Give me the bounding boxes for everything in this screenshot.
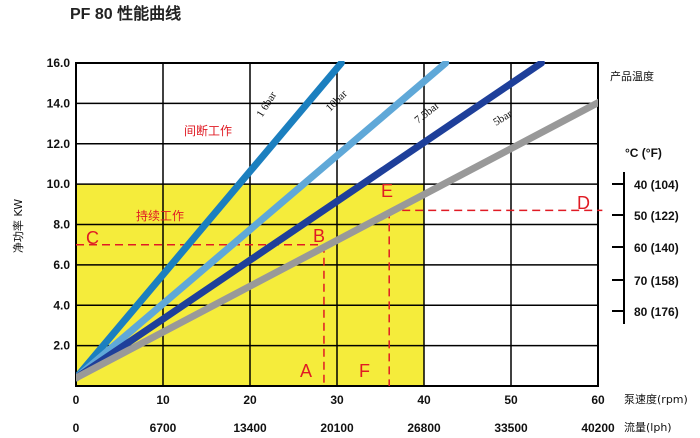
marker-d: D bbox=[577, 193, 590, 213]
zone-label-continuous: 持续工作 bbox=[136, 208, 184, 223]
x2-axis-label: 流量(lph) bbox=[624, 420, 672, 434]
y-tick-label: 2.0 bbox=[53, 339, 70, 353]
temp-label: 70 (158) bbox=[634, 274, 679, 288]
zone-label-intermittent: 间断工作 bbox=[184, 123, 232, 138]
series-group bbox=[76, 61, 598, 382]
series-line bbox=[76, 61, 450, 382]
series-line bbox=[76, 98, 598, 382]
chart-title: PF 80 性能曲线 bbox=[70, 4, 181, 23]
temp-header: °C (°F) bbox=[625, 146, 662, 160]
y-tick-label: 4.0 bbox=[53, 298, 70, 312]
y-tick-label: 6.0 bbox=[53, 258, 70, 272]
x2-tick-label: 26800 bbox=[407, 421, 441, 435]
x2-tick-label: 40200 bbox=[581, 421, 615, 435]
temp-label: 60 (140) bbox=[634, 241, 679, 255]
x2-tick-label: 13400 bbox=[233, 421, 267, 435]
right-title: 产品温度 bbox=[610, 69, 654, 83]
x-tick-label: 10 bbox=[156, 393, 170, 407]
marker-b: B bbox=[313, 226, 325, 246]
x2-tick-label: 33500 bbox=[494, 421, 528, 435]
x-tick-label: 40 bbox=[417, 393, 431, 407]
series-label: 1 6bar bbox=[254, 89, 279, 119]
x-axis-label: 泵速度(rpm) bbox=[624, 392, 688, 406]
marker-a: A bbox=[300, 361, 312, 381]
y-tick-label: 12.0 bbox=[47, 137, 71, 151]
x2-tick-label: 6700 bbox=[150, 421, 177, 435]
y-tick-label: 16.0 bbox=[47, 56, 71, 70]
marker-e: E bbox=[381, 181, 393, 201]
marker-c: C bbox=[86, 228, 99, 248]
x-tick-label: 20 bbox=[243, 393, 257, 407]
marker-f: F bbox=[359, 361, 370, 381]
x-tick-label: 0 bbox=[73, 393, 80, 407]
y-tick-label: 14.0 bbox=[47, 96, 71, 110]
axis-labels: 2.0 4.0 6.0 8.0 10.0 12.0 14.0 16.0 0 10 20 30 40 50 6… bbox=[11, 56, 688, 435]
y-tick-label: 10.0 bbox=[47, 177, 71, 191]
x-tick-label: 30 bbox=[330, 393, 344, 407]
temp-label: 40 (104) bbox=[634, 178, 679, 192]
x-tick-label: 60 bbox=[591, 393, 605, 407]
series-line bbox=[76, 61, 345, 382]
temperature-scale: °C (°F) 40 (104) 50 (122) 60 (140) 70 (158) 8… bbox=[612, 146, 679, 324]
x2-tick-label: 20100 bbox=[320, 421, 354, 435]
temp-label: 50 (122) bbox=[634, 209, 679, 223]
x2-tick-label: 0 bbox=[73, 421, 80, 435]
x-tick-label: 50 bbox=[504, 393, 518, 407]
temp-label: 80 (176) bbox=[634, 305, 679, 319]
series-line bbox=[76, 61, 545, 382]
y-tick-label: 8.0 bbox=[53, 218, 70, 232]
y-axis-label: 净功率 KW bbox=[11, 199, 25, 253]
